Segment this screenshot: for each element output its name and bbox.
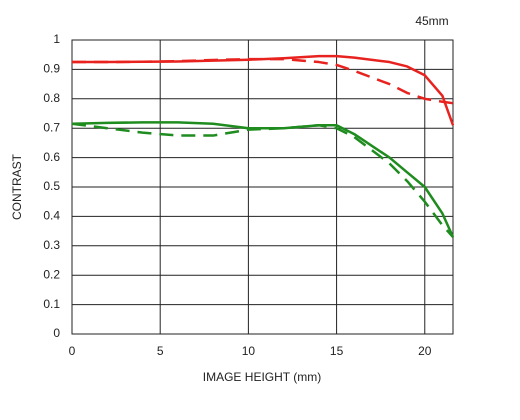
y-tick-label: 0.8 <box>43 91 60 105</box>
y-tick-label: 0.6 <box>43 150 60 164</box>
y-tick-label: 1 <box>53 32 60 46</box>
series-line <box>72 57 454 105</box>
x-tick-label: 5 <box>157 344 164 358</box>
y-tick-label: 0.1 <box>43 297 60 311</box>
series-line <box>72 54 455 126</box>
series-line <box>71 121 455 238</box>
x-tick-label: 10 <box>242 344 256 358</box>
y-tick-label: 0.5 <box>43 179 60 193</box>
y-tick-label: 0.2 <box>43 267 60 281</box>
series-line <box>71 122 454 238</box>
y-tick-label: 0.9 <box>43 62 60 76</box>
x-axis-label: IMAGE HEIGHT (mm) <box>203 370 321 384</box>
y-tick-label: 0.3 <box>43 238 60 252</box>
x-tick-label: 15 <box>330 344 344 358</box>
y-axis-label: CONTRAST <box>10 153 24 220</box>
x-tick-label: 20 <box>418 344 432 358</box>
y-tick-label: 0 <box>53 326 60 340</box>
x-tick-label: 0 <box>69 344 76 358</box>
chart-title: 45mm <box>415 14 448 28</box>
y-tick-label: 0.7 <box>43 120 60 134</box>
plot-frame <box>71 39 454 335</box>
y-tick-label: 0.4 <box>43 209 60 223</box>
